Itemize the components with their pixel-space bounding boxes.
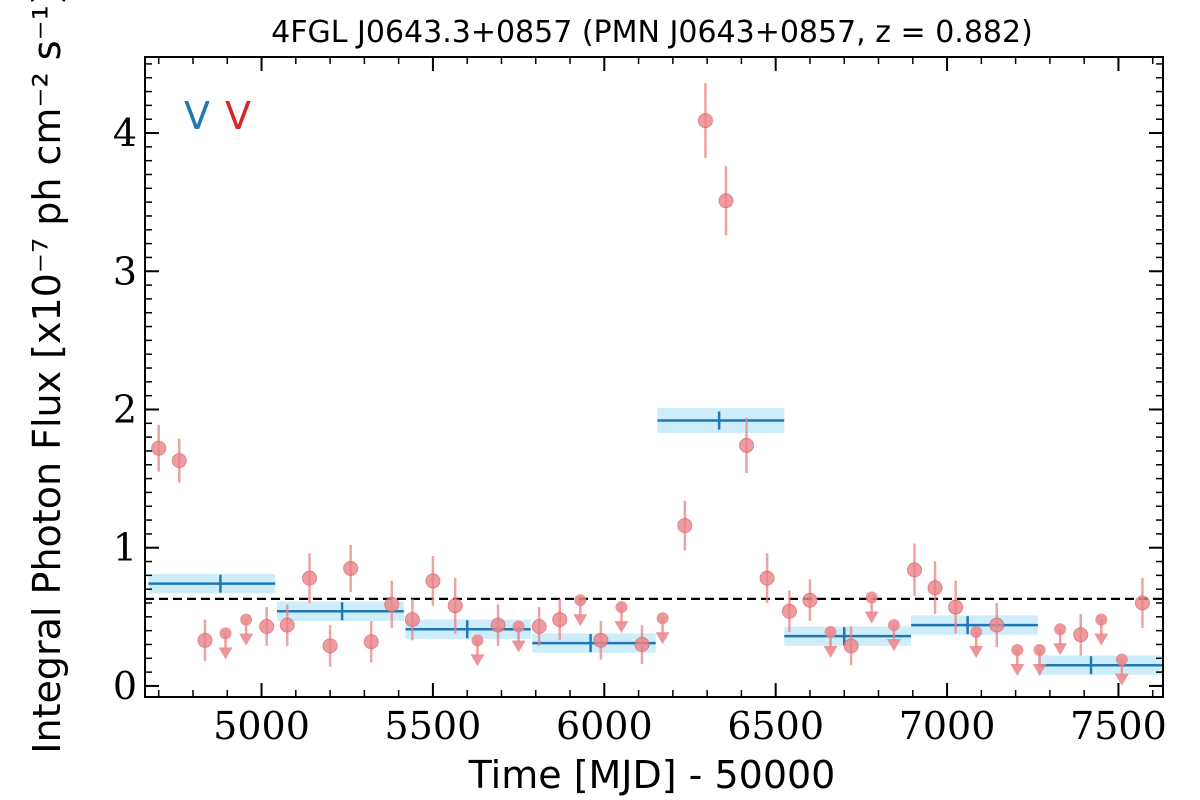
flux-point-23 — [781, 603, 797, 619]
upper-limit-arrow-8 — [864, 611, 879, 624]
flux-point-17 — [634, 636, 650, 652]
upper-limit-arrow-9 — [886, 639, 901, 652]
upper-limit-arrow-12 — [1032, 664, 1047, 677]
y-axis-label: Integral Photon Flux [x10⁻⁷ ph cm⁻² s⁻¹] — [25, 0, 69, 754]
chart-title: 4FGL J0643.3+0857 (PMN J0643+0857, z = 0… — [271, 15, 1033, 50]
upper-limit-arrow-7 — [823, 646, 838, 659]
flux-point-20 — [718, 193, 734, 209]
upper-limit-arrow-11 — [1010, 664, 1025, 677]
flux-point-2 — [197, 632, 213, 648]
upper-limit-point-5 — [615, 601, 628, 614]
flux-point-28 — [948, 599, 964, 615]
upper-limit-point-9 — [887, 619, 900, 632]
upper-limit-point-14 — [1095, 613, 1108, 626]
upper-limit-arrow-3 — [511, 640, 526, 653]
upper-limit-arrow-1 — [239, 633, 254, 646]
plot-area: 5000 5500 6000 6500 7000 7500 0 1 2 3 4 V V — [113, 56, 1167, 748]
x-axis-label: Time [MJD] - 50000 — [468, 753, 836, 797]
flux-point-16 — [593, 632, 609, 648]
upper-limit-arrow-15 — [1114, 673, 1129, 686]
upper-limit-point-13 — [1054, 623, 1067, 636]
upper-limit-point-10 — [970, 626, 983, 639]
flux-point-29 — [989, 617, 1005, 633]
flux-point-24 — [802, 592, 818, 608]
flux-point-5 — [302, 570, 318, 586]
upper-limit-point-11 — [1011, 644, 1024, 657]
flux-point-6 — [322, 638, 338, 654]
upper-limit-point-7 — [824, 626, 837, 639]
flux-point-21 — [739, 437, 755, 453]
flux-point-18 — [677, 518, 693, 534]
flux-point-31 — [1134, 595, 1150, 611]
upper-limit-arrow-13 — [1053, 643, 1068, 656]
x-tick-label-5: 7500 — [1070, 704, 1167, 748]
flux-point-8 — [363, 634, 379, 650]
flux-point-3 — [259, 619, 275, 635]
y-tick-label-0: 0 — [113, 664, 137, 708]
upper-limit-point-15 — [1115, 653, 1128, 666]
y-tick-label-2: 2 — [113, 387, 137, 431]
flux-point-14 — [531, 619, 547, 635]
upper-limit-point-2 — [471, 634, 484, 647]
flux-point-11 — [425, 573, 441, 589]
flux-point-30 — [1073, 627, 1089, 643]
upper-limit-point-1 — [240, 613, 253, 626]
flux-point-7 — [343, 560, 359, 576]
upper-limit-arrow-6 — [655, 632, 670, 645]
y-tick-label-4: 4 — [113, 111, 137, 155]
flux-point-27 — [927, 580, 943, 596]
x-tick-label-3: 6500 — [727, 704, 824, 748]
upper-limit-arrow-0 — [218, 647, 233, 660]
upper-limit-point-6 — [656, 612, 669, 625]
upper-limit-arrow-4 — [573, 614, 588, 627]
flux-point-26 — [906, 562, 922, 578]
y-tick-label-3: 3 — [113, 249, 137, 293]
y-tick-label-1: 1 — [113, 526, 137, 570]
variability-flag-1: V — [225, 94, 251, 138]
flux-point-9 — [384, 596, 400, 612]
x-tick-label-2: 6000 — [556, 704, 653, 748]
flux-point-15 — [552, 612, 568, 628]
upper-limit-point-3 — [512, 620, 525, 633]
x-tick-label-0: 5000 — [213, 704, 310, 748]
upper-limit-arrow-5 — [614, 621, 629, 634]
upper-limit-point-12 — [1033, 644, 1046, 657]
flux-point-22 — [759, 570, 775, 586]
upper-limit-point-4 — [574, 594, 587, 607]
x-tick-label-4: 7000 — [899, 704, 996, 748]
flux-point-13 — [490, 617, 506, 633]
flux-point-10 — [404, 612, 420, 628]
flux-point-4 — [279, 617, 295, 633]
flux-point-12 — [447, 598, 463, 614]
flux-point-19 — [697, 113, 713, 129]
upper-limit-arrow-2 — [470, 654, 485, 667]
variability-flag-0: V — [184, 94, 210, 138]
upper-limit-arrow-14 — [1094, 633, 1109, 646]
upper-limit-point-8 — [865, 591, 878, 604]
flux-point-25 — [843, 638, 859, 654]
upper-limit-point-0 — [219, 627, 232, 640]
x-tick-label-1: 5500 — [385, 704, 482, 748]
plot-frame — [144, 56, 1164, 698]
upper-limit-arrow-10 — [969, 646, 984, 659]
plot-content — [145, 83, 1163, 686]
flux-point-0 — [151, 440, 167, 456]
flux-point-1 — [171, 453, 187, 469]
